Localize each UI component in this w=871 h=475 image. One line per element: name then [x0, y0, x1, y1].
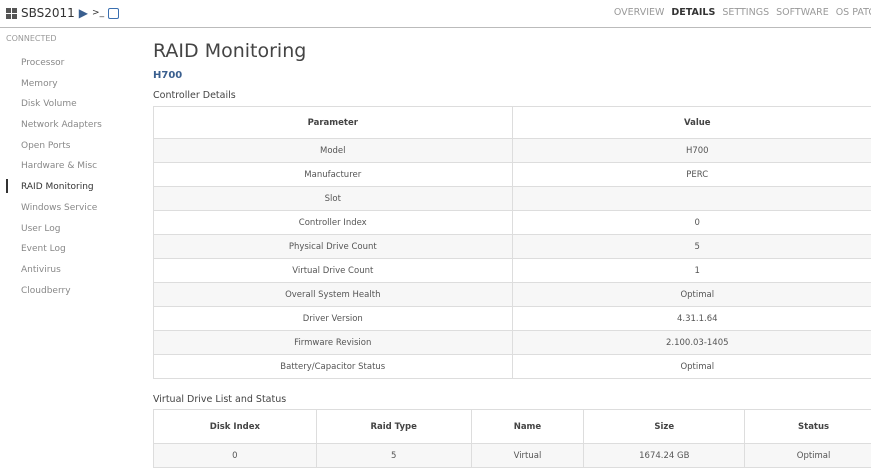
table-cell: Controller Index	[153, 210, 513, 235]
table-cell: Virtual Drive Count	[153, 258, 513, 283]
table-cell: H700	[511, 138, 871, 163]
table-cell: 0	[511, 210, 871, 235]
table-cell: Slot	[153, 186, 513, 211]
table-cell: 5	[315, 443, 472, 468]
sidebar-item-user-log[interactable]: User Log	[21, 223, 61, 234]
host-header: SBS2011 ▶ >_	[6, 6, 120, 20]
table-cell	[511, 186, 871, 211]
sidebar-item-raid-monitoring[interactable]: RAID Monitoring	[0, 179, 150, 201]
play-icon[interactable]: ▶	[78, 6, 89, 20]
controller-table: Parameter Value Model H700 Manufacturer PERC S…	[153, 106, 871, 379]
virtual-drive-table: Disk Index Raid Type Name Size Status 0 5 Virtu…	[153, 409, 871, 468]
console-icon[interactable]: >_	[92, 8, 105, 18]
table-cell: 2.100.03-1405	[511, 330, 871, 355]
table-row: Controller Index 0	[153, 210, 871, 235]
host-name: SBS2011	[21, 6, 75, 20]
sidebar: Processor Memory Disk Volume Network Adapte…	[0, 56, 150, 304]
sidebar-item-antivirus[interactable]: Antivirus	[21, 264, 61, 275]
table-cell: Manufacturer	[153, 162, 513, 187]
table-cell: 4.31.1.64	[511, 306, 871, 331]
table-row: Battery/Capacitor Status Optimal	[153, 354, 871, 379]
sidebar-item-windows-service[interactable]: Windows Service	[21, 202, 98, 213]
sidebar-item-memory[interactable]: Memory	[21, 78, 58, 89]
tab-overview[interactable]: OVERVIEW	[613, 7, 665, 18]
table-cell: 1	[511, 258, 871, 283]
controller-name: H700	[153, 70, 183, 81]
column-header: Parameter	[153, 106, 513, 139]
table-row: Slot	[153, 186, 871, 211]
sidebar-item-disk-volume[interactable]: Disk Volume	[21, 99, 77, 110]
windows-icon	[6, 7, 17, 19]
remote-control-icon[interactable]	[108, 7, 120, 19]
sidebar-item-hardware-misc[interactable]: Hardware & Misc	[21, 161, 98, 172]
table-row: Driver Version 4.31.1.64	[153, 306, 871, 331]
table-row: Manufacturer PERC	[153, 162, 871, 187]
table-cell: Driver Version	[153, 306, 513, 331]
table-cell: Optimal	[511, 354, 871, 379]
table-cell: Physical Drive Count	[153, 234, 513, 259]
table-cell: Optimal	[511, 282, 871, 307]
page-title: RAID Monitoring	[153, 40, 307, 62]
controller-caption: Controller Details	[153, 90, 236, 101]
column-header: Name	[470, 409, 585, 444]
sidebar-item-open-ports[interactable]: Open Ports	[21, 140, 71, 151]
table-row: Virtual Drive Count 1	[153, 258, 871, 283]
sidebar-item-network-adapters[interactable]: Network Adapters	[21, 120, 102, 131]
tab-software[interactable]: SOFTWARE	[776, 7, 829, 18]
column-header: Status	[744, 409, 871, 444]
table-cell: Battery/Capacitor Status	[153, 354, 513, 379]
table-row: 0 5 Virtual 1674.24 GB Optimal	[153, 443, 871, 468]
connection-status: CONNECTED	[6, 34, 57, 43]
column-header: Value	[511, 106, 871, 139]
tab-details[interactable]: DETAILS	[671, 7, 716, 18]
table-row: Model H700	[153, 138, 871, 163]
top-bar: SBS2011 ▶ >_ OVERVIEW DETAILS SETTINGS SOFT…	[0, 0, 871, 28]
table-cell: PERC	[511, 162, 871, 187]
table-cell: Model	[153, 138, 513, 163]
table-header-row: Parameter Value	[153, 106, 871, 139]
tab-settings[interactable]: SETTINGS	[722, 7, 770, 18]
column-header: Raid Type	[315, 409, 472, 444]
table-row: Firmware Revision 2.100.03-1405	[153, 330, 871, 355]
table-row: Physical Drive Count 5	[153, 234, 871, 259]
table-cell: Optimal	[744, 443, 871, 468]
table-cell: Firmware Revision	[153, 330, 513, 355]
sidebar-item-processor[interactable]: Processor	[21, 58, 65, 68]
table-cell: 0	[153, 443, 317, 468]
table-row: Overall System Health Optimal	[153, 282, 871, 307]
table-cell: Virtual	[470, 443, 585, 468]
table-cell: 1674.24 GB	[583, 443, 746, 468]
table-header-row: Disk Index Raid Type Name Size Status	[153, 409, 871, 444]
table-cell: Overall System Health	[153, 282, 513, 307]
sidebar-item-event-log[interactable]: Event Log	[21, 244, 66, 255]
table-cell: 5	[511, 234, 871, 259]
column-header: Size	[583, 409, 746, 444]
virtual-drive-caption: Virtual Drive List and Status	[153, 394, 287, 405]
sidebar-item-cloudberry[interactable]: Cloudberry	[21, 285, 71, 296]
column-header: Disk Index	[153, 409, 317, 444]
